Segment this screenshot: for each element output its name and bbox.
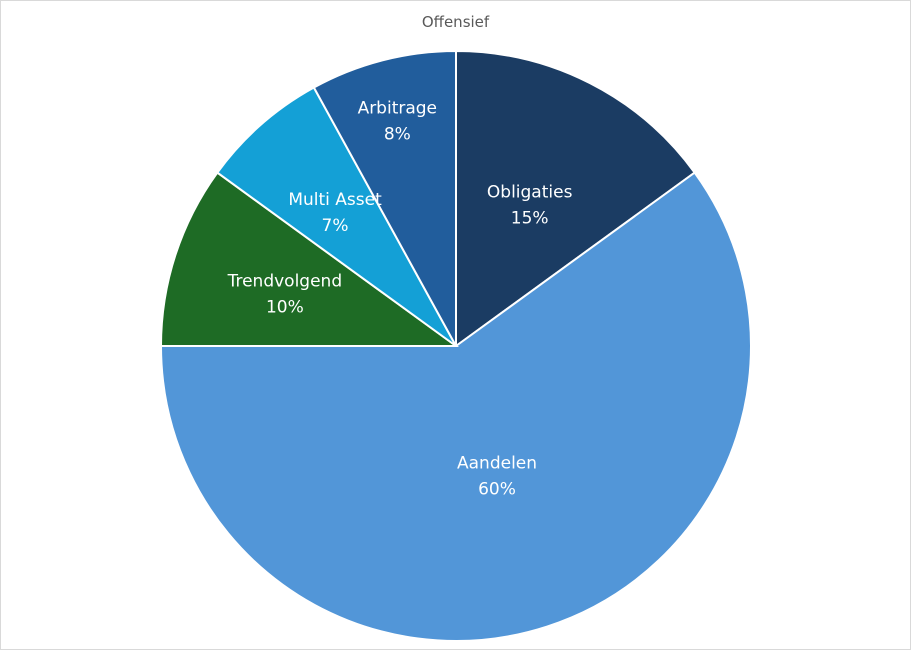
slice-value-label: 15% — [511, 208, 549, 228]
slice-value-label: 8% — [384, 124, 411, 144]
slice-category-label: Aandelen — [457, 453, 537, 473]
slice-category-label: Multi Asset — [288, 190, 382, 210]
slice-value-label: 10% — [266, 297, 304, 317]
pie-slice-trendvolgend — [159, 171, 460, 347]
slice-category-label: Arbitrage — [358, 98, 437, 118]
pie-slice-arbitrage — [312, 49, 457, 347]
pie-slice-obligaties — [455, 49, 697, 348]
pie-slices — [159, 49, 752, 642]
pie-slice-aandelen — [159, 171, 752, 642]
pie-slice-multi-asset — [215, 86, 457, 347]
slice-category-label: Trendvolgend — [227, 271, 343, 291]
slice-value-label: 7% — [322, 216, 349, 236]
slice-category-label: Obligaties — [487, 182, 573, 202]
chart-title: Offensief — [421, 13, 490, 31]
slice-value-label: 60% — [478, 479, 516, 499]
pie-labels: Obligaties 15% Aandelen 60% Trendvolgend 10% M… — [227, 98, 573, 499]
